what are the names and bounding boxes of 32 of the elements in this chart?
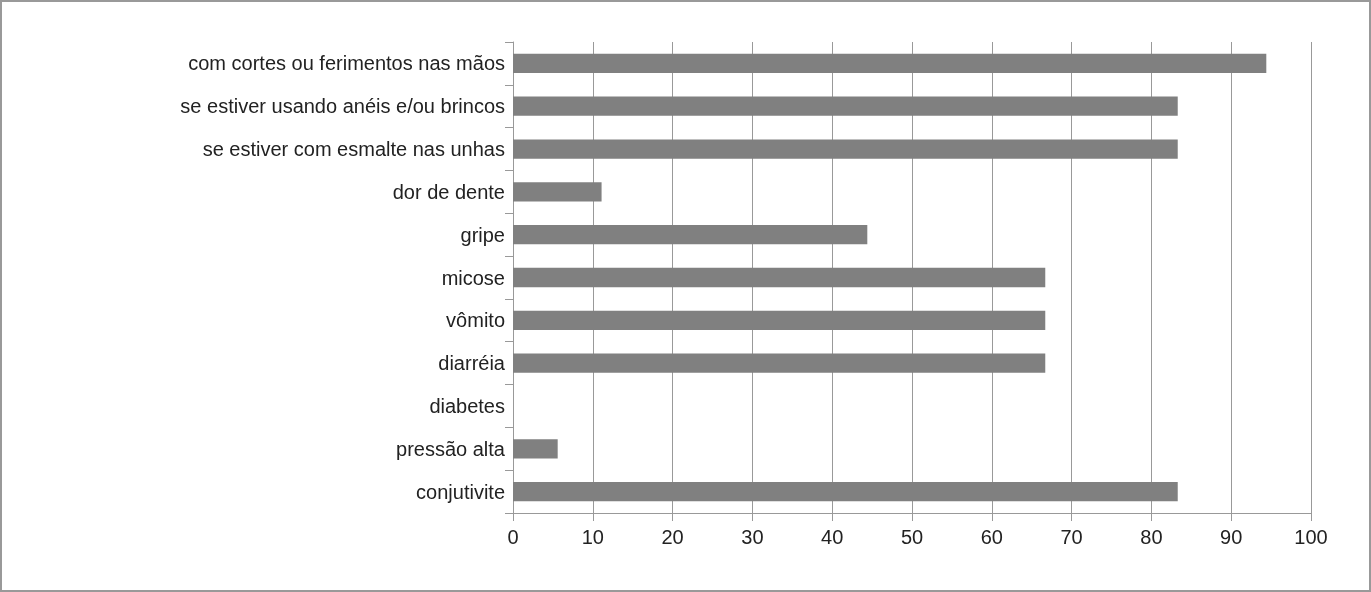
x-tick-label: 80 — [1140, 526, 1163, 548]
x-tick-label: 20 — [661, 526, 684, 548]
y-tick-label: gripe — [460, 223, 505, 246]
x-tick-label: 30 — [741, 526, 764, 548]
x-tick-label: 60 — [980, 526, 1003, 548]
y-tick-label: se estiver usando anéis e/ou brincos — [180, 95, 505, 118]
x-tick-label: 100 — [1294, 526, 1328, 548]
bar — [513, 439, 558, 459]
bar — [513, 481, 1178, 502]
y-tick-label: diabetes — [429, 394, 505, 417]
y-tick-label: micose — [441, 266, 505, 289]
y-tick-label: conjutivite — [416, 480, 505, 503]
bar — [513, 53, 1267, 74]
y-tick-label: vômito — [446, 309, 505, 332]
x-tick-label: 0 — [507, 526, 519, 548]
x-tick-label: 40 — [821, 526, 844, 548]
y-tick-label: dor de dente — [392, 180, 505, 203]
bar — [513, 96, 1178, 116]
y-tick-label: com cortes ou ferimentos nas mãos — [188, 52, 505, 75]
x-tick-label: 50 — [900, 526, 924, 548]
bar — [513, 225, 868, 245]
x-tick-label: 10 — [581, 526, 604, 548]
bar — [513, 139, 1178, 159]
y-tick-label: pressão alta — [396, 437, 506, 460]
x-tick-label: 90 — [1220, 526, 1243, 548]
bar — [513, 182, 602, 202]
bar — [513, 353, 1046, 373]
bar — [513, 310, 1046, 330]
bar — [513, 267, 1046, 288]
y-tick-label: diarréia — [438, 352, 506, 375]
y-tick-label: se estiver com esmalte nas unhas — [202, 138, 505, 161]
x-tick-label: 70 — [1060, 526, 1083, 548]
